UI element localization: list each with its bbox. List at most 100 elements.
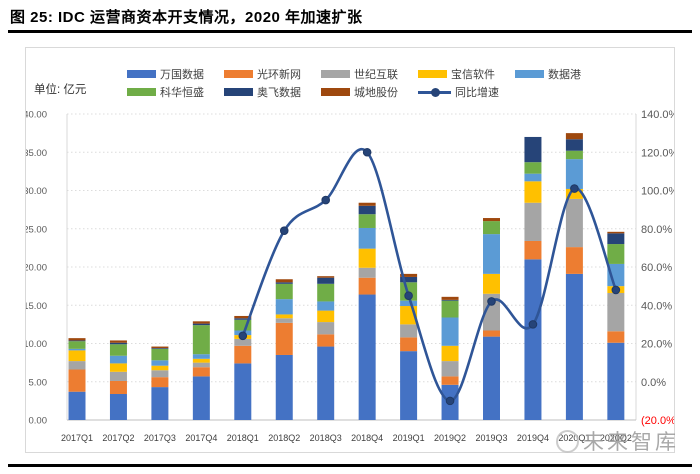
bar-segment-宝信软件-2019Q2	[441, 345, 459, 362]
bar-segment-宝信软件-2019Q3	[483, 273, 500, 294]
left-axis-tick: 35.00	[26, 148, 47, 159]
bar-segment-宝信软件-2019Q4	[524, 181, 542, 203]
x-axis-label: 2019Q2	[434, 433, 466, 443]
x-axis-label: 2017Q1	[61, 433, 93, 443]
bar-segment-科华恒盛-2018Q3	[317, 283, 335, 302]
x-axis-label: 2018Q3	[310, 433, 342, 443]
left-axis-tick: 5.00	[29, 377, 48, 388]
bar-segment-万国数据-2018Q2	[275, 354, 293, 420]
series-swatch-icon	[224, 70, 253, 78]
unit-label: 单位: 亿元	[34, 84, 87, 96]
bar-segment-世纪互联-2020Q1	[565, 198, 583, 248]
left-axis-tick: 10.00	[26, 339, 47, 350]
yoy-growth-marker	[238, 331, 248, 341]
bar-segment-万国数据-2017Q1	[68, 391, 86, 420]
bar-segment-万国数据-2020Q2	[607, 342, 625, 420]
legend-label: 数据港	[548, 69, 581, 81]
line-marker-icon	[431, 87, 440, 97]
watermark-text: 未来智库	[583, 431, 679, 454]
yoy-growth-marker	[528, 320, 538, 329]
bar-segment-万国数据-2017Q4	[192, 376, 210, 420]
x-axis-label: 2019Q3	[475, 433, 507, 443]
left-axis-tick: 40.00	[26, 110, 47, 121]
figure-title: 图 25: IDC 运营商资本开支情况，2020 年加速扩张	[10, 9, 363, 26]
growth-line-swatch-icon	[418, 87, 451, 97]
bar-segment-奥飞数据-2017Q1	[68, 340, 86, 342]
bar-segment-光环新网-2017Q2	[109, 380, 127, 394]
legend-label: 万国数据	[160, 69, 204, 81]
bar-segment-城地股份-2018Q3	[317, 276, 335, 278]
left-axis-tick: 0.00	[29, 416, 48, 427]
bar-segment-科华恒盛-2018Q2	[275, 283, 293, 300]
bar-segment-奥飞数据-2018Q4	[358, 205, 376, 215]
yoy-growth-marker	[321, 195, 331, 205]
bar-segment-奥飞数据-2019Q2	[441, 299, 459, 301]
bar-segment-世纪互联-2018Q3	[317, 322, 335, 335]
bar-segment-科华恒盛-2018Q4	[358, 214, 376, 228]
right-axis-tick: 100.0%	[641, 186, 674, 198]
legend-item-1: 光环新网	[224, 66, 321, 82]
bar-segment-世纪互联-2018Q1	[234, 338, 252, 346]
right-axis-tick: 120.0%	[641, 147, 674, 159]
bar-segment-世纪互联-2020Q2	[607, 293, 625, 332]
legend-label: 科华恒盛	[160, 87, 204, 99]
yoy-growth-line	[241, 148, 618, 403]
x-axis-label: 2019Q4	[517, 433, 549, 443]
bar-segment-宝信软件-2017Q3	[151, 365, 169, 371]
legend-item-line: 同比增速	[418, 84, 515, 100]
bar-segment-宝信软件-2020Q1	[565, 188, 583, 199]
bar-segment-科华恒盛-2018Q1	[234, 319, 252, 331]
legend-label: 世纪互联	[354, 69, 398, 81]
series-swatch-icon	[127, 88, 156, 96]
bar-segment-光环新网-2019Q1	[400, 337, 418, 352]
legend-label: 光环新网	[257, 69, 301, 81]
chart-legend-row-2: 科华恒盛 奥飞数据 城地股份 同比增速	[127, 85, 515, 99]
bar-segment-数据港-2019Q2	[441, 317, 459, 346]
bar-segment-城地股份-2017Q2	[109, 340, 127, 343]
bar-segment-科华恒盛-2017Q1	[68, 341, 86, 349]
legend-label: 奥飞数据	[257, 87, 301, 99]
legend-label: 宝信软件	[451, 69, 495, 81]
bar-segment-奥飞数据-2017Q4	[192, 323, 210, 326]
bar-segment-科华恒盛-2019Q2	[441, 300, 459, 318]
bar-segment-数据港-2019Q1	[400, 300, 418, 307]
right-axis-tick: 140.0%	[641, 109, 674, 121]
bar-segment-奥飞数据-2018Q2	[275, 282, 293, 284]
left-axis-tick: 15.00	[26, 301, 47, 312]
bar-segment-世纪互联-2018Q4	[358, 267, 376, 278]
right-axis-tick: (20.0%)	[641, 415, 674, 427]
yoy-growth-marker	[279, 226, 289, 235]
legend-item-3: 宝信软件	[418, 66, 515, 82]
legend-item-4: 数据港	[515, 66, 612, 82]
right-axis-tick: 0.0%	[641, 377, 666, 389]
bar-segment-数据港-2018Q4	[358, 227, 376, 249]
series-swatch-icon	[321, 70, 350, 78]
yoy-growth-marker	[570, 184, 579, 193]
bar-segment-奥飞数据-2018Q1	[234, 318, 252, 320]
x-axis-label: 2018Q2	[268, 433, 300, 443]
bar-segment-世纪互联-2019Q4	[524, 202, 542, 241]
x-axis-label: 2020Q2	[600, 433, 632, 443]
bar-segment-宝信软件-2018Q2	[275, 314, 293, 319]
x-axis-label: 2018Q1	[227, 433, 259, 443]
yoy-growth-marker	[362, 147, 372, 157]
bar-segment-数据港-2019Q3	[483, 234, 500, 274]
bar-segment-城地股份-2019Q3	[483, 218, 500, 222]
bar-segment-光环新网-2019Q4	[524, 240, 542, 260]
bar-segment-奥飞数据-2019Q1	[400, 276, 418, 283]
bar-segment-万国数据-2018Q4	[358, 294, 376, 420]
left-axis-tick: 20.00	[26, 263, 47, 274]
bar-segment-奥飞数据-2020Q1	[565, 139, 583, 151]
capex-stacked-bar-chart: 0.00 5.00 10.00 15.00 20.00 25.00 30.00 35.00 40…	[23, 109, 679, 443]
bar-segment-世纪互联-2019Q3	[483, 293, 500, 331]
yoy-growth-marker	[611, 285, 621, 295]
bar-segment-光环新网-2019Q2	[441, 376, 459, 385]
right-axis-tick: 40.0%	[641, 300, 672, 312]
bottom-divider	[8, 464, 692, 467]
bar-segment-宝信软件-2018Q4	[358, 248, 376, 268]
watermark-logo-icon	[556, 429, 579, 453]
bar-segment-万国数据-2019Q4	[524, 259, 542, 420]
bar-segment-奥飞数据-2020Q2	[607, 233, 625, 245]
bar-segment-光环新网-2017Q1	[68, 369, 86, 392]
legend-item-2: 世纪互联	[321, 66, 418, 82]
